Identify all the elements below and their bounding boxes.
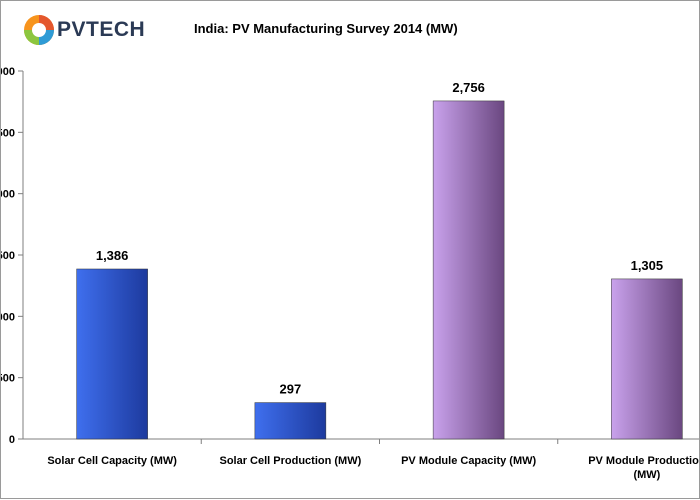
bars bbox=[76, 100, 683, 440]
bar-4 bbox=[611, 278, 683, 440]
category-label-2: Solar Cell Production (MW) bbox=[219, 455, 361, 467]
data-label-1: 1,386 bbox=[96, 248, 129, 263]
bar-2 bbox=[254, 402, 327, 440]
pvtech-logo-icon bbox=[24, 15, 54, 45]
chart-title: India: PV Manufacturing Survey 2014 (MW) bbox=[194, 21, 458, 36]
bar-3 bbox=[432, 100, 505, 440]
category-label-4: PV Module Production (MW) bbox=[588, 455, 699, 481]
category-label-1: Solar Cell Capacity (MW) bbox=[47, 455, 177, 467]
y-tick-label: 2500 bbox=[1, 127, 15, 139]
y-tick-label: 2000 bbox=[1, 189, 15, 201]
category-labels: Solar Cell Capacity (MW) Solar Cell Produ… bbox=[47, 455, 699, 481]
data-label-4: 1,305 bbox=[631, 258, 664, 273]
y-tick-label: 1000 bbox=[1, 311, 15, 323]
y-tick-label: 3000 bbox=[1, 66, 15, 78]
y-tick-label: 0 bbox=[9, 434, 15, 446]
y-tick-label: 500 bbox=[1, 373, 15, 385]
data-label-3: 2,756 bbox=[452, 80, 485, 95]
pvtech-logo: PVTECH bbox=[23, 11, 145, 49]
data-label-2: 297 bbox=[280, 382, 302, 397]
category-label-3: PV Module Capacity (MW) bbox=[401, 455, 536, 467]
y-tick-label: 1500 bbox=[1, 250, 15, 262]
logo-wordmark: PVTECH bbox=[57, 18, 146, 41]
data-labels: 1,386 297 2,756 1,305 bbox=[96, 80, 663, 397]
y-axis-ticks: 0 500 1000 1500 2000 2500 3000 bbox=[1, 66, 23, 446]
bar-1 bbox=[76, 268, 148, 440]
